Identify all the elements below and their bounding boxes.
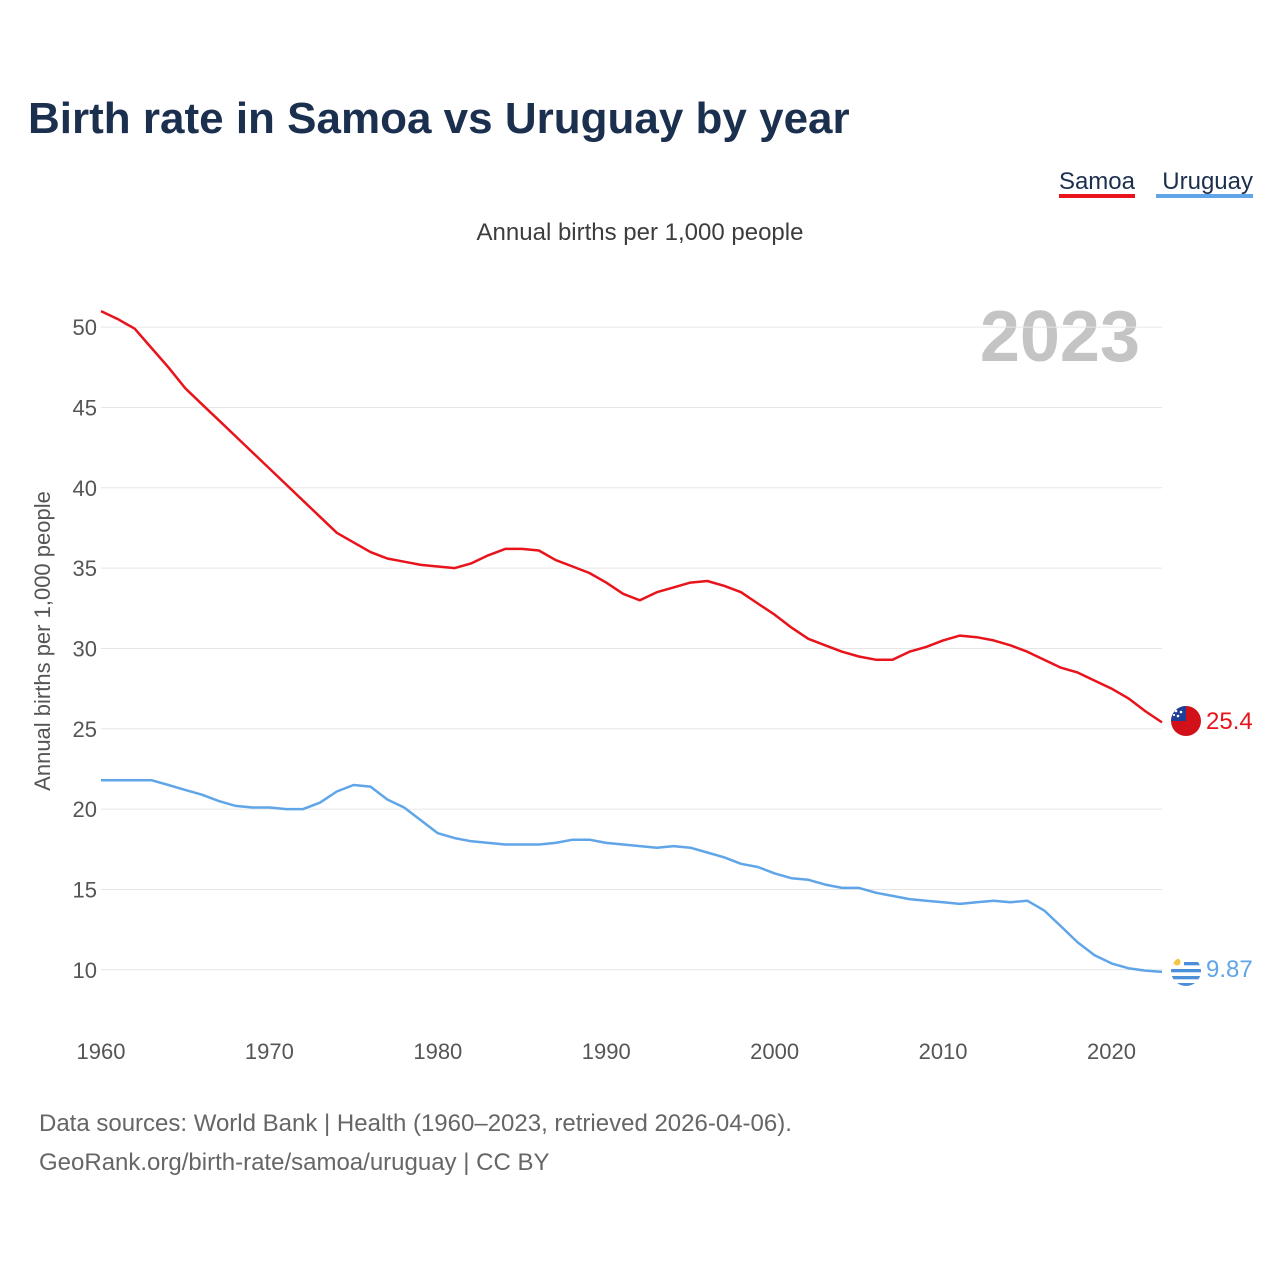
y-tick-label: 10	[73, 958, 97, 983]
source-line-2[interactable]: GeoRank.org/birth-rate/samoa/uruguay | C…	[39, 1149, 549, 1176]
samoa-flag-icon	[1171, 706, 1201, 736]
y-tick-label: 45	[73, 395, 97, 420]
y-tick-label: 15	[73, 877, 97, 902]
y-tick-label: 25	[73, 717, 97, 742]
legend: Samoa Uruguay	[1059, 168, 1253, 198]
y-tick-label: 35	[73, 556, 97, 581]
chart-subtitle: Annual births per 1,000 people	[477, 219, 804, 246]
x-tick-label: 1980	[413, 1039, 462, 1064]
x-axis-ticks: 1960 1970 1980 1990 2000 2010 2020	[77, 1039, 1136, 1064]
x-tick-label: 2010	[919, 1039, 968, 1064]
legend-samoa[interactable]: Samoa	[1059, 168, 1136, 195]
x-tick-label: 2020	[1087, 1039, 1136, 1064]
uruguay-end-value: 9.87	[1206, 956, 1253, 983]
series-line-samoa[interactable]	[100, 309, 1163, 724]
y-tick-label: 20	[73, 797, 97, 822]
y-tick-label: 40	[73, 476, 97, 501]
gridlines	[101, 326, 1162, 971]
y-axis-label: Annual births per 1,000 people	[30, 491, 55, 791]
x-tick-label: 1990	[582, 1039, 631, 1064]
x-tick-label: 2000	[750, 1039, 799, 1064]
x-tick-label: 1970	[245, 1039, 294, 1064]
y-tick-label: 50	[73, 315, 97, 340]
source-line-1: Data sources: World Bank | Health (1960–…	[39, 1110, 792, 1137]
legend-uruguay[interactable]: Uruguay	[1162, 168, 1253, 195]
x-tick-label: 1960	[77, 1039, 126, 1064]
uruguay-flag-icon	[1171, 956, 1201, 986]
y-axis-ticks: 10 15 20 25 30 35 40 45 50	[73, 315, 97, 983]
y-tick-label: 30	[73, 636, 97, 661]
year-label: 2023	[980, 297, 1140, 377]
series-line-uruguay[interactable]	[101, 778, 1163, 974]
samoa-end-value: 25.4	[1206, 708, 1253, 735]
series-lines	[100, 309, 1163, 974]
end-labels: 25.4 9.87	[1206, 708, 1253, 983]
page-title: Birth rate in Samoa vs Uruguay by year	[28, 94, 850, 143]
